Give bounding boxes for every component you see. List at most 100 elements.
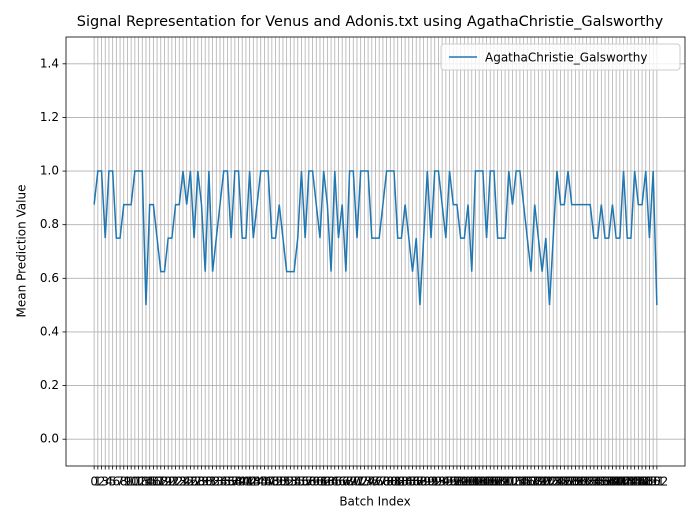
x-tick-label: 51 — [275, 475, 290, 489]
x-tick-label: 7 — [116, 475, 124, 489]
legend: AgathaChristie_Galsworthy — [440, 43, 681, 71]
x-tick-label: 100 — [453, 475, 476, 489]
x-tick-label: 37 — [223, 475, 238, 489]
x-tick-label: 139 — [597, 475, 620, 489]
x-tick-label: 41 — [238, 475, 253, 489]
x-tick-label: 137 — [590, 475, 613, 489]
x-tick-label: 73 — [357, 475, 372, 489]
x-tick-label: 122 — [534, 475, 557, 489]
x-tick-label: 69 — [342, 475, 357, 489]
legend-box — [440, 43, 681, 71]
x-tick-label: 124 — [542, 475, 565, 489]
x-tick-label: 91 — [423, 475, 438, 489]
x-tick-label: 85 — [401, 475, 416, 489]
x-tick-label: 66 — [331, 475, 346, 489]
x-tick-label: 98 — [449, 475, 464, 489]
x-tick-label: 44 — [249, 475, 264, 489]
x-tick-label: 117 — [516, 475, 539, 489]
y-tick-label: 0.8 — [40, 217, 59, 231]
x-tick-label: 84 — [397, 475, 412, 489]
x-tick-label: 50 — [272, 475, 287, 489]
y-tick-label: 1.0 — [40, 164, 59, 178]
x-tick-label: 133 — [575, 475, 598, 489]
x-tick-label: 34 — [212, 475, 227, 489]
x-tick-label: 109 — [486, 475, 509, 489]
x-tick-label: 87 — [409, 475, 424, 489]
x-axis-label: Batch Index — [339, 495, 410, 509]
x-tick-label: 21 — [164, 475, 179, 489]
x-tick-label: 33 — [209, 475, 224, 489]
x-tick-label: 45 — [253, 475, 268, 489]
x-tick-label: 120 — [527, 475, 550, 489]
x-tick-label: 16 — [146, 475, 161, 489]
x-tick-label: 151 — [642, 475, 665, 489]
x-tick-label: 60 — [309, 475, 324, 489]
x-tick-label: 30 — [198, 475, 213, 489]
x-tick-label: 115 — [508, 475, 531, 489]
chart-title: Signal Representation for Venus and Adon… — [77, 14, 664, 30]
x-tick-label: 116 — [512, 475, 535, 489]
x-tick-label: 121 — [531, 475, 554, 489]
x-tick-label: 144 — [616, 475, 639, 489]
x-tick-label: 132 — [571, 475, 594, 489]
x-tick-label: 130 — [564, 475, 587, 489]
x-tick-label: 36 — [220, 475, 235, 489]
x-tick-label: 114 — [505, 475, 528, 489]
x-tick-label: 125 — [545, 475, 568, 489]
x-tick-label: 53 — [283, 475, 298, 489]
x-tick-label: 25 — [179, 475, 194, 489]
x-tick-label: 131 — [568, 475, 591, 489]
x-tick-label: 97 — [446, 475, 461, 489]
x-tick-label: 13 — [135, 475, 150, 489]
x-tick-label: 63 — [320, 475, 335, 489]
x-tick-label: 29 — [194, 475, 209, 489]
y-axis-label: Mean Prediction Value — [15, 185, 29, 318]
x-tick-label: 106 — [475, 475, 498, 489]
x-tick-label: 81 — [386, 475, 401, 489]
x-tick-label: 20 — [161, 475, 176, 489]
x-tick-label: 12 — [131, 475, 146, 489]
x-tick-label: 42 — [242, 475, 257, 489]
x-tick-label: 126 — [549, 475, 572, 489]
x-tick-label: 55 — [290, 475, 305, 489]
x-tick-label: 14 — [138, 475, 153, 489]
x-tick-label: 38 — [227, 475, 242, 489]
x-tick-label: 72 — [353, 475, 368, 489]
x-tick-label: 112 — [497, 475, 520, 489]
x-tick-label: 15 — [142, 475, 157, 489]
x-tick-label: 123 — [538, 475, 561, 489]
x-tick-label: 47 — [260, 475, 275, 489]
x-tick-label: 65 — [327, 475, 342, 489]
x-tick-label: 147 — [627, 475, 650, 489]
x-tick-label: 49 — [268, 475, 283, 489]
x-tick-label: 83 — [394, 475, 409, 489]
x-tick-label: 4 — [105, 475, 113, 489]
x-tick-label: 64 — [323, 475, 338, 489]
x-tick-label: 101 — [457, 475, 480, 489]
x-tick-label: 39 — [231, 475, 246, 489]
x-tick-label: 61 — [312, 475, 327, 489]
x-tick-label: 86 — [405, 475, 420, 489]
x-tick-label: 118 — [520, 475, 543, 489]
x-tick-label: 71 — [349, 475, 364, 489]
x-tick-label: 70 — [346, 475, 361, 489]
x-tick-label: 127 — [553, 475, 576, 489]
x-tick-label: 79 — [379, 475, 394, 489]
x-tick-label: 10 — [124, 475, 139, 489]
x-tick-label: 5 — [109, 475, 117, 489]
x-tick-label: 107 — [479, 475, 502, 489]
x-tick-label: 128 — [557, 475, 580, 489]
x-tick-label: 104 — [468, 475, 491, 489]
x-tick-label: 94 — [434, 475, 449, 489]
x-tick-label: 88 — [412, 475, 427, 489]
x-tick-label: 82 — [390, 475, 405, 489]
y-tick-label: 0.0 — [40, 432, 59, 446]
x-tick-label: 68 — [338, 475, 353, 489]
x-tick-label: 90 — [420, 475, 435, 489]
x-tick-label: 110 — [490, 475, 513, 489]
x-tick-label: 40 — [235, 475, 250, 489]
x-tick-label: 95 — [438, 475, 453, 489]
x-tick-label: 145 — [619, 475, 642, 489]
x-tick-label: 26 — [183, 475, 198, 489]
